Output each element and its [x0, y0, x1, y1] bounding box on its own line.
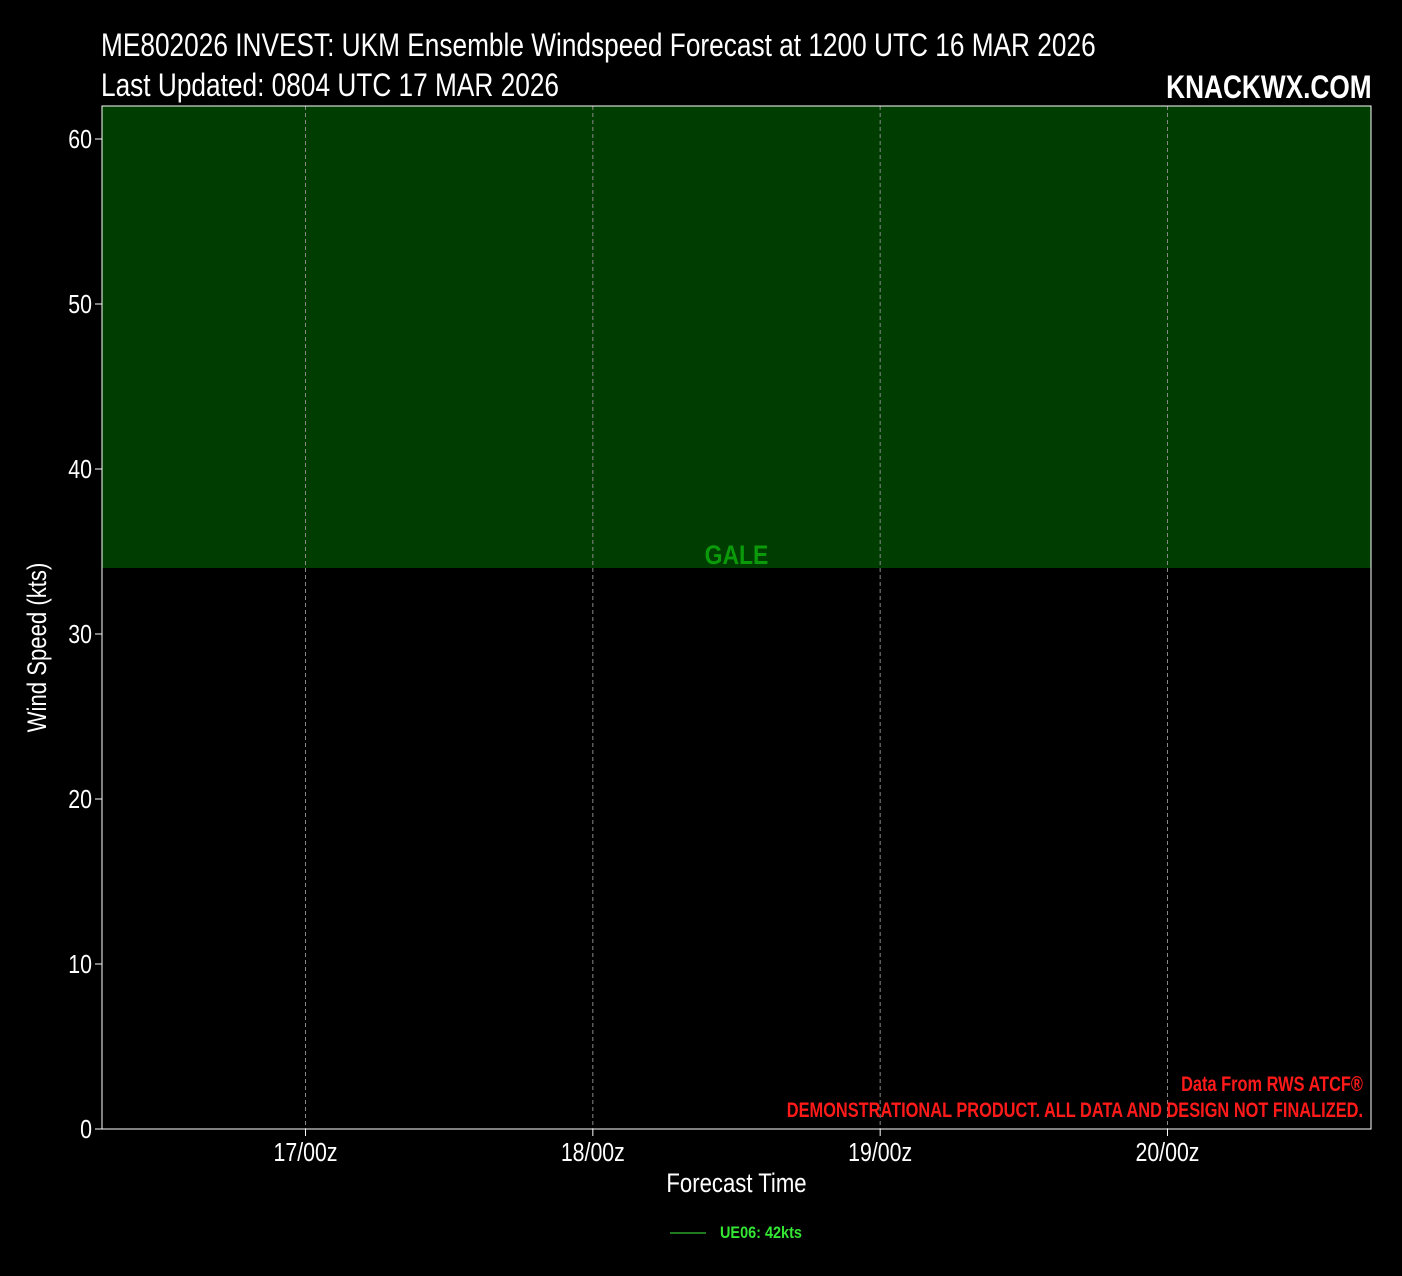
plot-frame: [101, 105, 1372, 1130]
x-tick-label-1: 18/00z: [561, 1138, 625, 1168]
y-tick-label-0: 0: [80, 1115, 92, 1145]
brand-watermark: KNACKWX.COM: [1166, 69, 1372, 105]
gale-zone-label: GALE: [705, 540, 769, 570]
legend-line-swatch: [670, 1232, 706, 1234]
chart-title: ME802026 INVEST: UKM Ensemble Windspeed …: [101, 27, 1096, 63]
x-tick-label-3: 20/00z: [1135, 1138, 1199, 1168]
y-axis-ticks: 0 10 20 30 40 50 60: [68, 125, 102, 1145]
y-tick-label-6: 60: [68, 125, 92, 155]
gale-zone-band: [102, 106, 1371, 568]
y-tick-label-1: 10: [68, 950, 92, 980]
y-tick-label-3: 30: [68, 620, 92, 650]
x-axis-title: Forecast Time: [666, 1169, 806, 1199]
x-tick-label-0: 17/00z: [274, 1138, 338, 1168]
y-tick-label-4: 40: [68, 455, 92, 485]
legend: UE06: 42kts: [670, 1220, 816, 1246]
legend-entry-label: UE06: 42kts: [720, 1223, 802, 1242]
data-source-note: Data From RWS ATCF®: [1181, 1072, 1363, 1095]
vertical-grid-lines: [305, 106, 1168, 1129]
x-axis-ticks: 17/00z 18/00z 19/00z 20/00z: [274, 1129, 1199, 1168]
y-tick-label-5: 50: [68, 290, 92, 320]
y-tick-label-2: 20: [68, 785, 92, 815]
x-tick-label-2: 19/00z: [848, 1138, 912, 1168]
disclaimer-note: DEMONSTRATIONAL PRODUCT. ALL DATA AND DE…: [787, 1098, 1363, 1121]
y-axis-title: Wind Speed (kts): [23, 563, 53, 733]
last-updated-subtitle: Last Updated: 0804 UTC 17 MAR 2026: [101, 67, 560, 103]
